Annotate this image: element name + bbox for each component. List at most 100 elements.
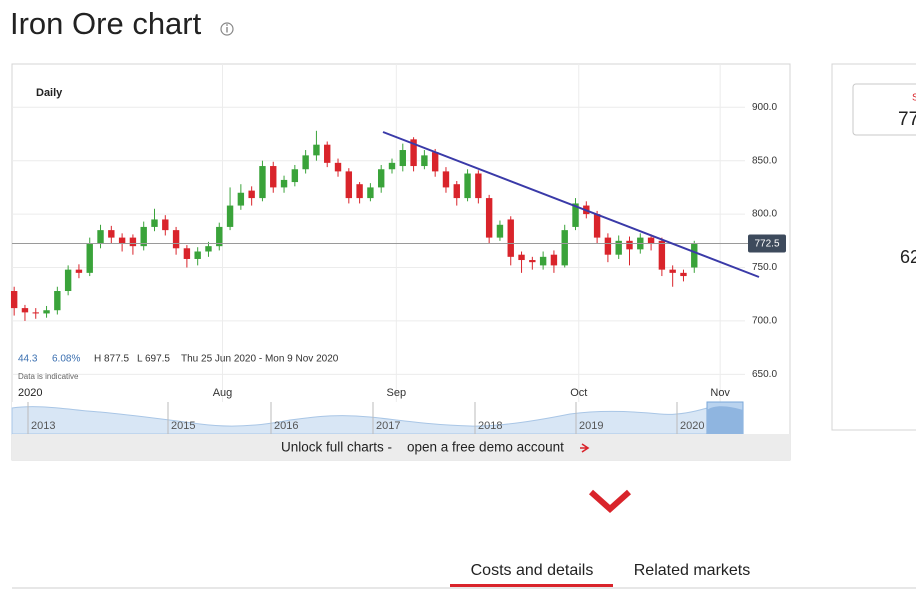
candle-body <box>475 173 482 199</box>
candle-body <box>485 198 493 238</box>
y-tick-label: 750.0 <box>752 262 777 273</box>
disclaimer: Data is indicative <box>18 372 79 381</box>
x-tick-label: Oct <box>570 387 587 399</box>
candle-body <box>64 269 72 292</box>
unlock-arrow <box>580 443 590 453</box>
unlock-bar <box>12 434 790 460</box>
navigator-window-area <box>707 406 743 434</box>
x-tick-label: Aug <box>213 387 233 399</box>
candle-body <box>518 254 525 261</box>
candle-body <box>550 254 558 266</box>
candle-body <box>431 152 439 172</box>
navigator-year: 2013 <box>31 420 55 432</box>
y-tick-label: 850.0 <box>752 155 777 166</box>
low: L 697.5 <box>137 354 170 365</box>
plot: 900.0 850.0 800.0 750.0 700.0 650.0 Aug Sep Oct N… <box>10 64 786 402</box>
candle-body <box>496 224 504 238</box>
candle-body <box>194 251 201 259</box>
candle-body <box>572 203 579 227</box>
candle-body <box>345 171 353 199</box>
page-title: Iron Ore chart <box>10 6 202 41</box>
candle-body <box>313 144 320 156</box>
candle-body <box>680 272 687 277</box>
tab-active[interactable]: Costs and details <box>471 562 594 579</box>
candle-body <box>205 246 212 252</box>
chart-frame <box>11 63 791 461</box>
navigator-year: 2018 <box>478 420 502 432</box>
candle-body <box>291 169 299 183</box>
navigator-year: 2017 <box>376 420 400 432</box>
x-tick-label: Sep <box>387 387 407 399</box>
candle-body <box>507 219 514 257</box>
candle-body <box>259 166 266 199</box>
candle-body <box>615 240 622 255</box>
unlock-text: Unlock full charts - <box>281 440 392 455</box>
current-price-tag <box>748 234 786 253</box>
change-pct: 6.08% <box>52 354 80 365</box>
candle-body <box>75 269 83 273</box>
candle-body <box>140 226 147 247</box>
candle-body <box>356 184 363 199</box>
expand-chevron[interactable] <box>588 489 632 514</box>
candle-body <box>32 312 39 314</box>
candle-body <box>539 256 547 266</box>
candle-body <box>691 244 698 268</box>
candle-body <box>280 179 288 188</box>
candle-body <box>669 269 676 273</box>
candle-body <box>10 291 18 309</box>
candle-body <box>54 291 61 311</box>
change: 44.3 <box>18 354 38 365</box>
navigator-year: 2020 <box>680 420 704 432</box>
candle-body <box>237 192 245 206</box>
candle-body <box>334 162 342 172</box>
interval-label: Daily <box>36 87 63 99</box>
current-price-label: 772.5 <box>754 239 779 250</box>
candle-body <box>324 144 331 163</box>
candle-body <box>118 237 126 245</box>
candle-body <box>410 139 417 167</box>
side-box[interactable] <box>852 83 916 136</box>
y-tick-label: 800.0 <box>752 209 777 220</box>
tab[interactable]: Related markets <box>634 562 751 579</box>
candle-body <box>151 219 158 227</box>
candle-body <box>442 171 450 188</box>
info-icon[interactable] <box>220 22 234 36</box>
high: H 877.5 <box>94 354 129 365</box>
candle-body <box>216 226 223 247</box>
candle-body <box>248 190 255 199</box>
navigator-year: 2016 <box>274 420 298 432</box>
candle-body <box>129 237 137 247</box>
candle-body <box>86 244 93 273</box>
unlock-link[interactable]: open a free demo account <box>407 440 564 455</box>
side-label: S <box>912 93 916 104</box>
candle-body <box>529 260 536 263</box>
candle-body <box>377 169 385 188</box>
y-tick-label: 900.0 <box>752 102 777 113</box>
candle-body <box>302 155 309 170</box>
candle-body <box>367 187 374 199</box>
candle-body <box>593 214 601 238</box>
candle-body <box>626 240 633 250</box>
candle-body <box>658 240 666 270</box>
candle-body <box>108 230 115 238</box>
side-value2: 62 <box>900 247 916 267</box>
navigator-area <box>11 406 708 435</box>
candle-body <box>453 184 460 199</box>
candle-body <box>226 205 234 227</box>
candle-body <box>604 237 612 255</box>
candle-body <box>399 150 406 167</box>
navigator-year: 2015 <box>171 420 195 432</box>
candle-body <box>21 308 29 313</box>
candle-body <box>162 219 169 231</box>
x-tick-label: Nov <box>710 387 730 399</box>
side-value: 77 <box>898 109 916 130</box>
candle-body <box>183 248 191 259</box>
navigator-year: 2019 <box>579 420 603 432</box>
navigator[interactable]: 2013 2015 2016 2017 2018 2019 2020 <box>11 401 744 435</box>
year-label: 2020 <box>18 387 42 399</box>
candle-body <box>172 230 180 249</box>
trend-line <box>382 131 760 278</box>
candle-body <box>388 162 396 170</box>
candle-body <box>270 166 277 188</box>
